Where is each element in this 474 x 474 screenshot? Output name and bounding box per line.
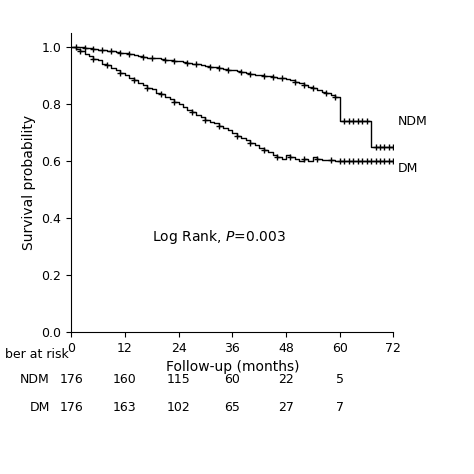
Text: 27: 27 — [278, 401, 294, 414]
Text: ber at risk: ber at risk — [5, 348, 68, 361]
Text: 22: 22 — [278, 373, 294, 386]
Text: 115: 115 — [167, 373, 191, 386]
Y-axis label: Survival probability: Survival probability — [22, 115, 36, 250]
Text: DM: DM — [398, 162, 418, 175]
Text: 163: 163 — [113, 401, 137, 414]
Text: 7: 7 — [336, 401, 344, 414]
Text: 5: 5 — [336, 373, 344, 386]
Text: NDM: NDM — [398, 115, 428, 128]
Text: 176: 176 — [59, 401, 83, 414]
Text: 160: 160 — [113, 373, 137, 386]
Text: 102: 102 — [167, 401, 191, 414]
X-axis label: Follow-up (months): Follow-up (months) — [165, 360, 299, 374]
Text: Log Rank, $\it{P}$=0.003: Log Rank, $\it{P}$=0.003 — [152, 228, 285, 246]
Text: 65: 65 — [224, 401, 240, 414]
Text: 176: 176 — [59, 373, 83, 386]
Text: 60: 60 — [224, 373, 240, 386]
Text: DM: DM — [29, 401, 50, 414]
Text: NDM: NDM — [20, 373, 50, 386]
